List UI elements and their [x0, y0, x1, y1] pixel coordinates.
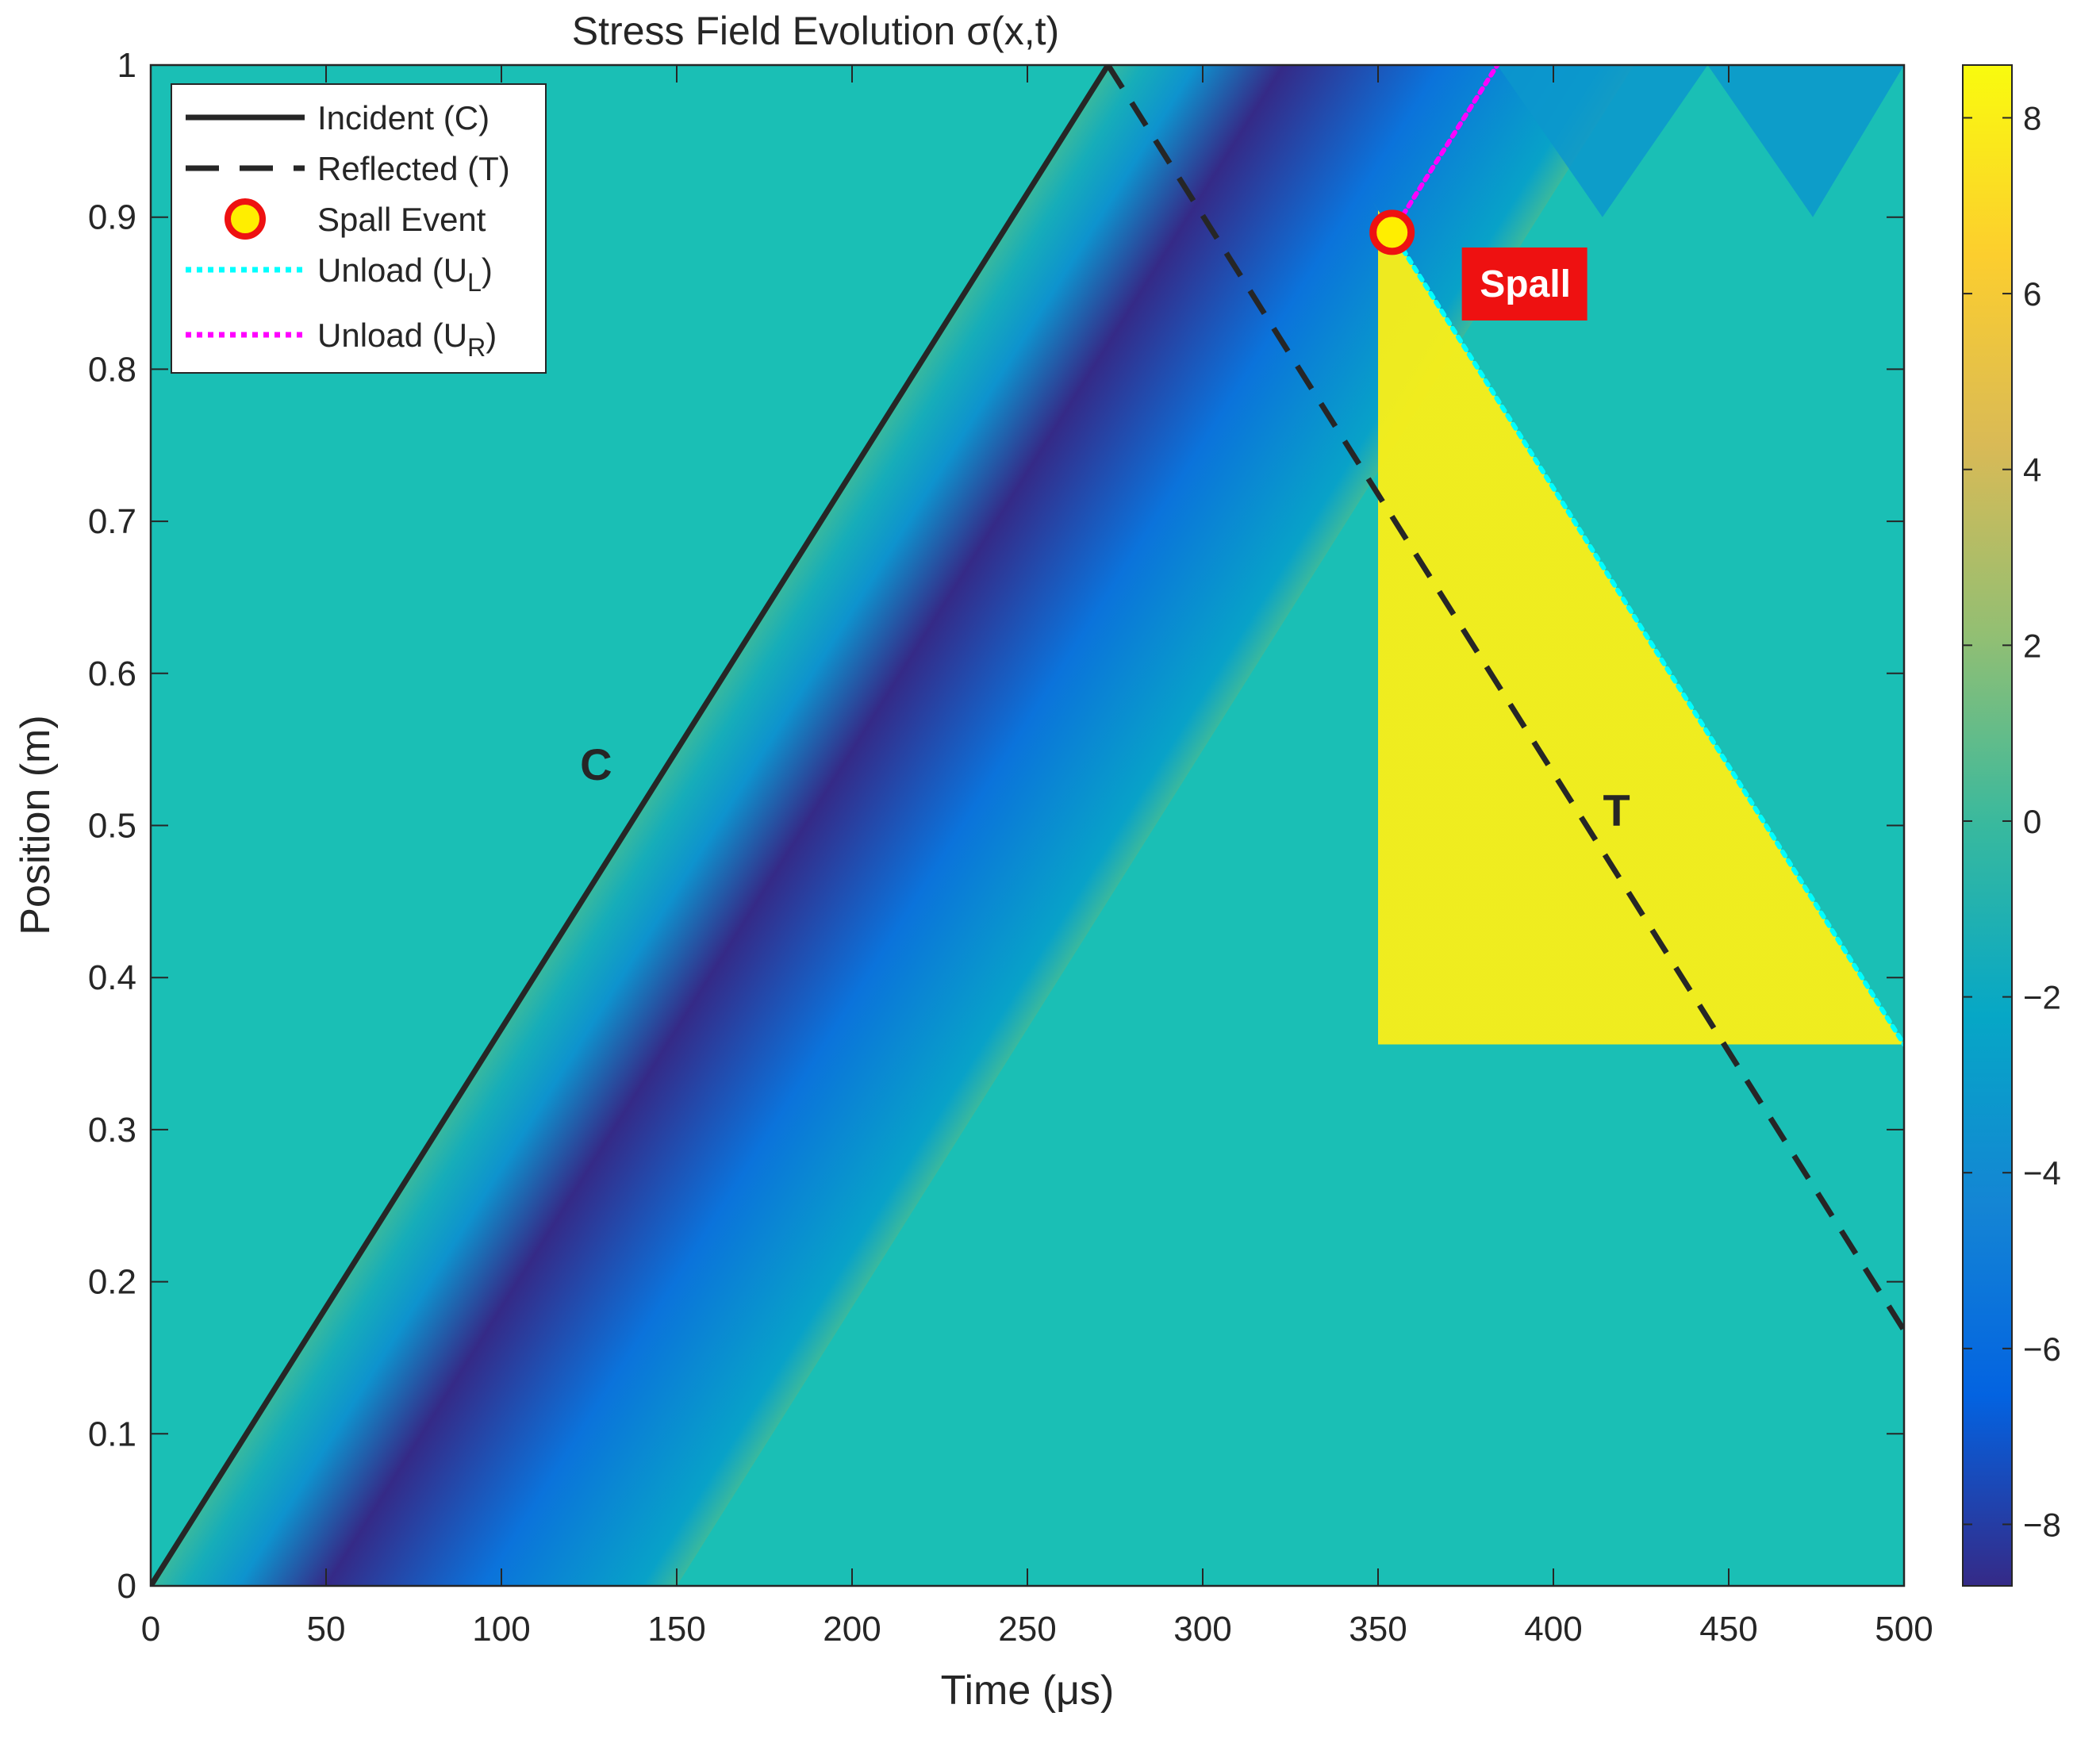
- compression-band: [151, 65, 1634, 1586]
- x-tick-label: 200: [823, 1610, 881, 1649]
- series-line-unloadur: [1389, 65, 1500, 235]
- y-tick-label: 0.3: [88, 1111, 136, 1150]
- y-axis-label: Position (m): [13, 715, 59, 935]
- series-line-unloadul: [1389, 229, 1904, 1047]
- y-tick-label: 0: [117, 1567, 136, 1606]
- colorbar-tick-label: −8: [2023, 1506, 2061, 1543]
- y-tick-label: 1: [117, 46, 136, 85]
- legend: Incident (C)Reflected (T)Spall EventUnlo…: [171, 83, 547, 374]
- colorbar-tick-label: 0: [2023, 803, 2041, 840]
- legend-swatch-spall: [225, 198, 266, 240]
- y-tick-label: 0.5: [88, 807, 136, 846]
- x-tick-label: 500: [1875, 1610, 1933, 1649]
- y-tick-label: 0.2: [88, 1263, 136, 1302]
- x-tick-label: 50: [307, 1610, 346, 1649]
- spall-reverberation: [1448, 65, 1904, 217]
- series-line-incidentc: [151, 65, 1111, 1586]
- x-tick-label: 150: [647, 1610, 705, 1649]
- y-tick-label: 0.8: [88, 350, 136, 389]
- x-tick-label: 300: [1173, 1610, 1231, 1649]
- x-tick-label: 0: [141, 1610, 160, 1649]
- annotations: C T Spall: [580, 247, 1630, 835]
- overlay-lines: [151, 65, 1904, 1586]
- colorbar-tick-label: 4: [2023, 451, 2041, 489]
- chart-title: Stress Field Evolution σ(x,t): [572, 9, 1059, 53]
- wave-label-t: T: [1603, 785, 1630, 835]
- x-tick-label: 400: [1524, 1610, 1582, 1649]
- colorbar-tick-label: −4: [2023, 1154, 2061, 1192]
- x-tick-label: 100: [472, 1610, 530, 1649]
- colorbar-tick-label: 2: [2023, 627, 2041, 664]
- legend-label: Spall Event: [317, 201, 486, 238]
- spall-label: Spall: [1480, 263, 1571, 305]
- colorbar-tick-label: 6: [2023, 275, 2041, 313]
- x-tick-label: 450: [1699, 1610, 1757, 1649]
- y-tick-label: 0.9: [88, 198, 136, 237]
- series-line-reflectedt: [1105, 65, 1904, 1332]
- colorbar-gradient: [1962, 64, 2013, 1587]
- legend-label: Incident (C): [317, 99, 489, 136]
- y-tick-label: 0.1: [88, 1415, 136, 1453]
- y-tick-label: 0.4: [88, 958, 136, 997]
- y-axis-ticks: 0 0.1 0.2 0.3 0.4 0.5 0.6 0.7 0.8 0.9 1: [88, 46, 1904, 1606]
- y-tick-label: 0.7: [88, 502, 136, 541]
- x-axis-ticks: 0 50 100 150 200 250 300 350 400 450 500: [141, 65, 1933, 1649]
- x-axis-label: Time (μs): [941, 1668, 1115, 1714]
- heatmap-plot-area: [151, 65, 1904, 1586]
- colorbar-tick-label: 8: [2023, 99, 2041, 136]
- legend-label: Reflected (T): [317, 150, 510, 187]
- spall-event-marker: [1369, 209, 1415, 255]
- x-tick-label: 350: [1349, 1610, 1407, 1649]
- colorbar: −8 −6 −4 −2 0 2 4 6 8: [1962, 64, 2061, 1587]
- y-tick-label: 0.6: [88, 655, 136, 693]
- colorbar-tick-label: −2: [2023, 979, 2061, 1016]
- wave-label-c: C: [580, 739, 612, 789]
- spall-label-box: [1461, 247, 1587, 321]
- colorbar-tick-label: −6: [2023, 1330, 2061, 1368]
- x-tick-label: 250: [998, 1610, 1056, 1649]
